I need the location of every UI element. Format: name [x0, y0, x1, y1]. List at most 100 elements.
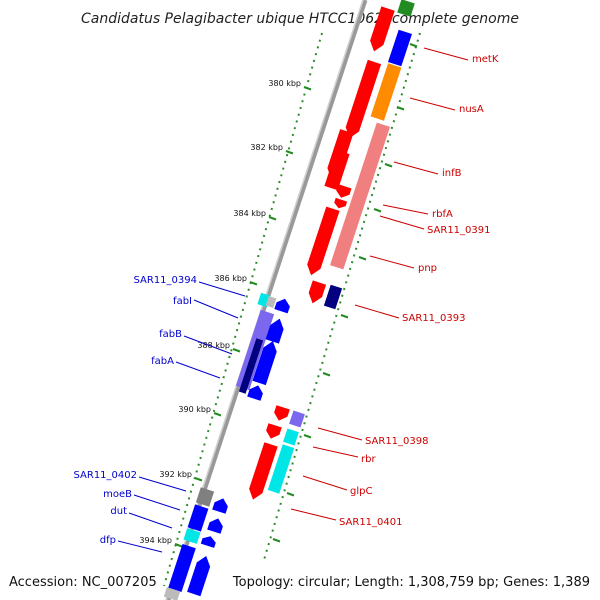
inner-tick [373, 208, 382, 213]
leader-fwd [290, 508, 337, 521]
gene-label-rev[interactable]: SAR11_0402 [74, 470, 138, 481]
gene-SAR11_0402-arrow [212, 498, 228, 514]
gene-nusA-shade [370, 63, 402, 121]
inner-guide-track [263, 32, 421, 561]
kbp-label: 390 kbp [178, 405, 211, 414]
kbp-label: 384 kbp [233, 209, 266, 218]
gene-fabA [252, 341, 277, 386]
gene-top-green [397, 0, 415, 17]
topology-text: Topology: circular; Length: 1,308,759 bp… [232, 575, 590, 590]
kbp-label: 382 kbp [250, 143, 283, 152]
leader-fwd [369, 255, 415, 269]
gene-bottom-gray [163, 587, 181, 600]
gene-moeB [187, 504, 209, 532]
gene-glpC [249, 442, 278, 500]
kbp-tick [194, 477, 203, 482]
inner-tick [303, 434, 312, 439]
gene-label-fwd[interactable]: SAR11_0401 [339, 517, 403, 528]
leader-rev [138, 476, 187, 492]
leader-rev [128, 512, 173, 529]
gene-rbr-shade [283, 428, 299, 446]
kbp-tick [285, 150, 294, 155]
leader-rev [198, 281, 246, 297]
kbp-label: 388 kbp [197, 341, 230, 350]
gene-fabI [274, 298, 290, 314]
gene-features [163, 0, 415, 600]
gene-infB-shade [330, 122, 390, 270]
inner-tick [358, 256, 367, 261]
gene-label-rev[interactable]: fabA [151, 356, 174, 367]
gene-SAR11_0402 [195, 487, 215, 507]
inner-tick [340, 314, 349, 319]
gene-glpC-shade [267, 444, 295, 494]
inner-tick [409, 43, 418, 48]
gene-SAR11_0393 [308, 280, 327, 304]
gene-SAR11_0394-gray [265, 296, 277, 308]
inner-tick [322, 372, 331, 377]
leader-rev [175, 361, 221, 379]
gene-SAR11_0393-shade [323, 284, 343, 310]
leader-fwd [393, 161, 439, 175]
gene-label-fwd[interactable]: SAR11_0391 [427, 225, 491, 236]
gene-label-rev[interactable]: dut [110, 506, 127, 517]
kbp-label: 392 kbp [159, 470, 192, 479]
gene-infB [327, 129, 354, 179]
inner-tick [272, 538, 281, 543]
kbp-tick [174, 543, 183, 548]
gene-metK-shade [388, 29, 412, 67]
gene-SAR11_0391 [334, 197, 348, 209]
leader-fwd [379, 215, 425, 230]
gene-label-fwd[interactable]: rbfA [432, 209, 453, 220]
gene-label-rev[interactable]: fabB [159, 329, 182, 340]
gene-label-rev[interactable]: SAR11_0394 [134, 275, 198, 286]
gene-dfp-arrow [187, 556, 211, 597]
gene-label-fwd[interactable]: SAR11_0393 [402, 313, 466, 324]
leader-fwd [302, 475, 348, 491]
gene-nusA [345, 59, 382, 138]
kbp-label: 394 kbp [139, 536, 172, 545]
gene-label-rev[interactable]: moeB [103, 489, 132, 500]
leader-rev [183, 335, 233, 355]
kbp-tick [303, 86, 312, 91]
gene-label-rev[interactable]: dfp [100, 535, 116, 546]
leader-fwd [354, 304, 400, 319]
kbp-tick [232, 348, 241, 353]
leader-rev [193, 299, 239, 319]
gene-pnp [307, 206, 340, 276]
kbp-ticks: 380 kbp 382 kbp 384 kbp 386 kbp 388 kbp 390 k… [139, 43, 418, 548]
gene-fabA-shade [238, 338, 264, 394]
gene-label-fwd[interactable]: SAR11_0398 [365, 436, 429, 447]
inner-tick [396, 106, 405, 111]
kbp-label: 386 kbp [214, 274, 247, 283]
gene-moeB-arrow [207, 518, 223, 534]
label-leaders [117, 47, 469, 553]
leader-fwd [423, 47, 469, 61]
gene-label-fwd[interactable]: glpC [350, 486, 372, 497]
gene-label-fwd[interactable]: nusA [459, 104, 484, 115]
gene-label-fwd[interactable]: infB [442, 168, 462, 179]
inner-tick [286, 492, 295, 497]
gene-label-fwd[interactable]: rbr [361, 454, 376, 465]
gene-dut-arrow [200, 536, 216, 548]
gene-fab-low [247, 385, 263, 401]
gene-SAR11_0398 [274, 405, 290, 421]
gene-label-fwd[interactable]: metK [472, 54, 499, 65]
gene-label-rev[interactable]: fabI [173, 296, 192, 307]
gene-dut [183, 528, 201, 544]
leader-rev [117, 540, 163, 553]
outer-guide-track [163, 32, 323, 587]
leader-fwd [409, 97, 456, 111]
leader-fwd [317, 427, 363, 441]
leader-fwd [382, 204, 429, 215]
inner-tick [384, 163, 393, 168]
gene-fabB [265, 318, 284, 344]
kbp-tick [268, 216, 277, 221]
gene-label-fwd[interactable]: pnp [418, 263, 437, 274]
gene-rbfA [336, 184, 352, 198]
accession-text: Accession: NC_007205 [9, 575, 157, 590]
kbp-tick [249, 281, 258, 286]
gene-dfp [168, 544, 196, 592]
map-title: Candidatus Pelagibacter ubique HTCC1062,… [81, 11, 519, 27]
